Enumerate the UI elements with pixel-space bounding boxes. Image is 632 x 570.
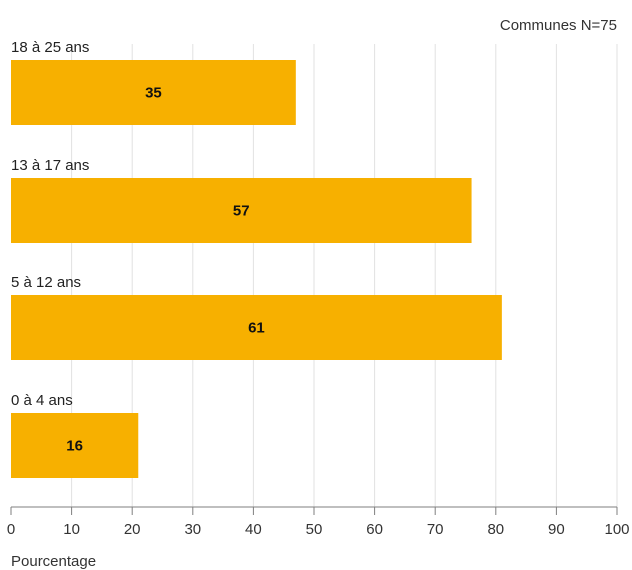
x-axis: 0 10 20 30 40 50 60 70 80 90 100 [7, 506, 630, 538]
x-tick-label: 80 [487, 521, 504, 538]
x-tick-label: 70 [427, 521, 444, 538]
category-label: 13 à 17 ans [11, 157, 89, 174]
bar [11, 60, 296, 125]
x-tick-label: 90 [548, 521, 565, 538]
bars [11, 60, 502, 478]
bar [11, 178, 472, 243]
category-label: 5 à 12 ans [11, 274, 81, 291]
x-tick-label: 50 [306, 521, 323, 538]
x-tick-label: 30 [184, 521, 201, 538]
bar-value-label: 16 [66, 438, 83, 455]
category-label: 18 à 25 ans [11, 39, 89, 56]
chart-note: Communes N=75 [500, 17, 617, 34]
x-tick-label: 20 [124, 521, 141, 538]
x-axis-title: Pourcentage [11, 553, 96, 570]
x-tick-label: 0 [7, 521, 15, 538]
bar [11, 413, 139, 478]
bar [11, 295, 502, 360]
x-tick-label: 10 [63, 521, 80, 538]
x-tick-label: 40 [245, 521, 262, 538]
bar-value-label: 35 [145, 85, 162, 102]
category-label: 0 à 4 ans [11, 392, 73, 409]
x-tick-label: 60 [366, 521, 383, 538]
labels: 18 à 25 ans 35 13 à 17 ans 57 5 à 12 ans 61 0 … [11, 39, 265, 455]
x-tick-label: 100 [604, 521, 629, 538]
bar-value-label: 57 [233, 203, 250, 220]
bar-value-label: 61 [248, 320, 265, 337]
